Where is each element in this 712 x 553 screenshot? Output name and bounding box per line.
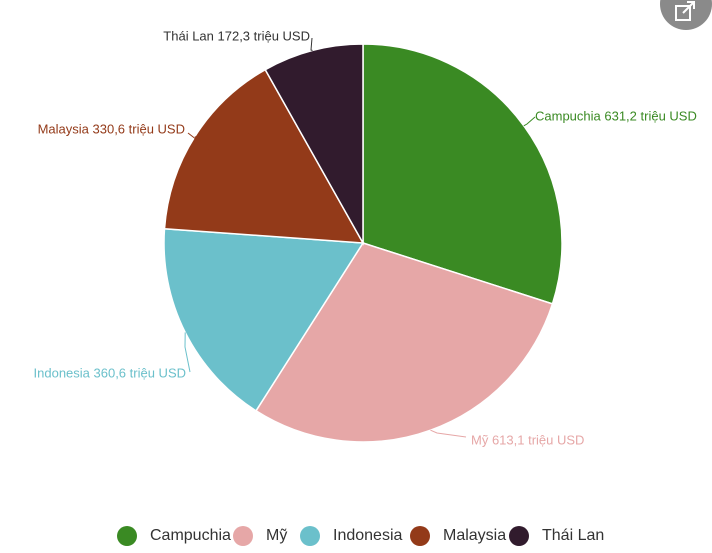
legend-label-campuchia: Campuchia — [150, 527, 231, 544]
leader-line-thai-lan — [310, 37, 313, 51]
data-label-campuchia: Campuchia 631,2 triệu USD — [535, 108, 697, 123]
legend-item-malaysia[interactable]: Malaysia — [410, 526, 506, 546]
chart-legend[interactable]: Campuchia Mỹ Indonesia Malaysia Thái Lan — [117, 526, 604, 546]
leader-line-indonesia — [184, 332, 191, 373]
slice-thai-lan[interactable] — [264, 43, 364, 246]
share-button[interactable] — [660, 0, 712, 30]
legend-item-campuchia[interactable]: Campuchia — [117, 526, 231, 546]
pie-slices — [163, 43, 563, 443]
leader-line-malaysia — [187, 132, 211, 151]
legend-marker-campuchia — [117, 526, 137, 546]
legend-item-my[interactable]: Mỹ — [233, 526, 287, 546]
legend-marker-thai-lan — [509, 526, 529, 546]
leader-line-campuchia — [523, 116, 536, 127]
data-label-malaysia: Malaysia 330,6 triệu USD — [38, 121, 185, 136]
legend-label-thai-lan: Thái Lan — [542, 527, 604, 544]
data-labels: Campuchia 631,2 triệu USD Mỹ 613,1 triệu … — [34, 28, 697, 447]
legend-marker-indonesia — [300, 526, 320, 546]
data-label-my: Mỹ 613,1 triệu USD — [471, 432, 584, 447]
slice-my[interactable] — [254, 242, 554, 443]
legend-label-my: Mỹ — [266, 527, 287, 544]
legend-marker-malaysia — [410, 526, 430, 546]
legend-label-malaysia: Malaysia — [443, 527, 506, 544]
slice-indonesia[interactable] — [163, 227, 365, 412]
data-label-indonesia: Indonesia 360,6 triệu USD — [34, 365, 186, 380]
legend-marker-my — [233, 526, 253, 546]
legend-item-indonesia[interactable]: Indonesia — [300, 526, 402, 546]
leader-line-my — [430, 429, 467, 438]
data-label-thai-lan: Thái Lan 172,3 triệu USD — [163, 28, 310, 43]
legend-label-indonesia: Indonesia — [333, 527, 402, 544]
legend-item-thai-lan[interactable]: Thái Lan — [509, 526, 604, 546]
share-icon — [675, 1, 695, 21]
